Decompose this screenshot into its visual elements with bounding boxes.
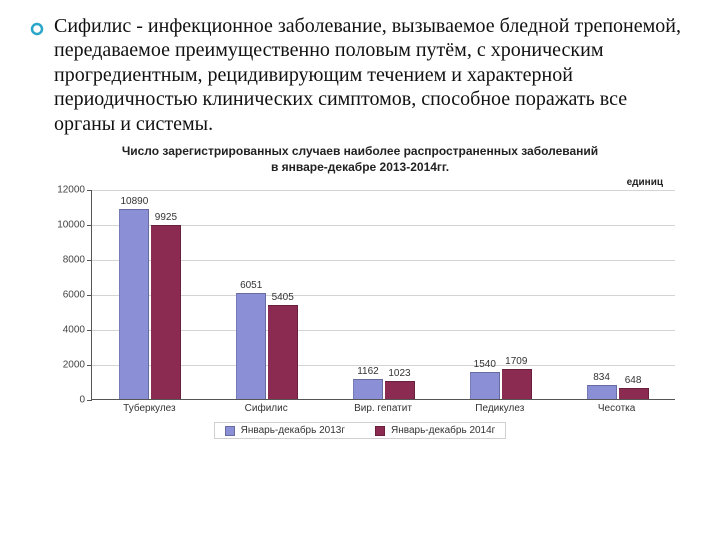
legend-label-2014: Январь-декабрь 2014г — [391, 425, 495, 436]
y-tick-label: 8000 — [63, 255, 85, 266]
legend: Январь-декабрь 2013г Январь-декабрь 2014… — [214, 422, 507, 439]
y-tick-label: 2000 — [63, 360, 85, 371]
bar: 1162 — [353, 379, 383, 399]
chart-title-line1: Число зарегистрированных случаев наиболе… — [122, 144, 598, 158]
bar-value-label: 10890 — [120, 196, 148, 207]
bar-group: 834648 — [578, 385, 658, 400]
bar-value-label: 648 — [625, 375, 642, 386]
x-category-label: Чесотка — [598, 403, 635, 414]
bar-value-label: 9925 — [155, 212, 177, 223]
bullet-text: Сифилис - инфекционное заболевание, вызы… — [54, 14, 690, 136]
bar: 1540 — [470, 372, 500, 399]
y-tick-mark — [87, 365, 92, 366]
bullet-icon — [30, 22, 44, 36]
x-axis: Туберкулез Сифилис Вир. гепатит Педикулез Че… — [91, 400, 675, 418]
y-tick-label: 10000 — [57, 220, 85, 231]
bar-value-label: 834 — [593, 372, 610, 383]
bar-value-label: 5405 — [272, 292, 294, 303]
bar: 9925 — [151, 225, 181, 399]
bar-group: 15401709 — [461, 369, 541, 399]
y-tick-label: 4000 — [63, 325, 85, 336]
y-tick-label: 6000 — [63, 290, 85, 301]
y-tick-label: 0 — [79, 395, 85, 406]
legend-swatch-2014 — [375, 426, 385, 436]
x-category-label: Педикулез — [475, 403, 524, 414]
bar-group: 60515405 — [227, 293, 307, 399]
bar: 834 — [587, 385, 617, 400]
bar: 5405 — [268, 305, 298, 400]
plot: 020004000600080001000012000 108909925605… — [45, 190, 675, 400]
gridline — [92, 190, 675, 191]
legend-item-2013: Январь-декабрь 2013г — [225, 425, 345, 436]
y-tick-mark — [87, 225, 92, 226]
plot-area: 108909925605154051162102315401709834648 — [91, 190, 675, 400]
bar-value-label: 1162 — [357, 366, 379, 377]
chart-unit-label: единиц — [45, 177, 663, 188]
bar-group: 108909925 — [110, 209, 190, 400]
bar: 648 — [619, 388, 649, 399]
bar-value-label: 1709 — [505, 356, 527, 367]
y-tick-mark — [87, 190, 92, 191]
x-category-label: Сифилис — [245, 403, 288, 414]
legend-swatch-2013 — [225, 426, 235, 436]
x-category-label: Вир. гепатит — [354, 403, 412, 414]
bullet-item: Сифилис - инфекционное заболевание, вызы… — [30, 14, 690, 136]
bar: 6051 — [236, 293, 266, 399]
legend-item-2014: Январь-декабрь 2014г — [375, 425, 495, 436]
bar-value-label: 1540 — [474, 359, 496, 370]
chart-title: Число зарегистрированных случаев наиболе… — [45, 144, 675, 175]
y-tick-mark — [87, 330, 92, 331]
chart: Число зарегистрированных случаев наиболе… — [45, 144, 675, 439]
bar-value-label: 6051 — [240, 280, 262, 291]
bar: 1709 — [502, 369, 532, 399]
bar-value-label: 1023 — [388, 368, 410, 379]
bar: 1023 — [385, 381, 415, 399]
bar: 10890 — [119, 209, 149, 400]
y-tick-mark — [87, 295, 92, 296]
legend-label-2013: Январь-декабрь 2013г — [241, 425, 345, 436]
x-category-label: Туберкулез — [123, 403, 175, 414]
y-tick-label: 12000 — [57, 185, 85, 196]
slide: Сифилис - инфекционное заболевание, вызы… — [0, 0, 720, 540]
bar-group: 11621023 — [344, 379, 424, 399]
y-tick-mark — [87, 260, 92, 261]
chart-title-line2: в январе-декабре 2013-2014гг. — [271, 160, 449, 174]
y-axis: 020004000600080001000012000 — [45, 190, 91, 400]
